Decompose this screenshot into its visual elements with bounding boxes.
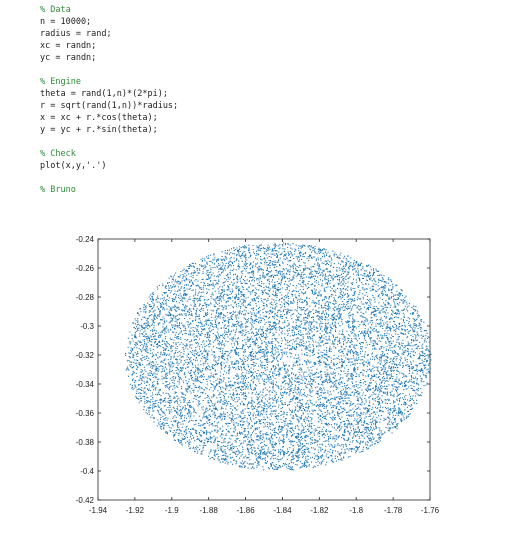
code-line: xc = randn; [40, 41, 97, 51]
code-comment-line: % Data [40, 5, 71, 15]
code-line: r = sqrt(rand(1,n))*radius; [40, 101, 179, 111]
y-tick-label: -0.3 [80, 322, 94, 331]
x-tick-label: -1.84 [273, 506, 292, 515]
y-tick-label: -0.4 [80, 467, 94, 476]
x-tick-label: -1.82 [310, 506, 329, 515]
code-line: radius = rand; [40, 29, 112, 39]
y-tick-label: -0.36 [76, 409, 95, 418]
code-line: plot(x,y,'.') [40, 161, 107, 171]
code-line: n = 10000; [40, 17, 92, 27]
code-comment-line: % Engine [40, 77, 81, 87]
y-tick-label: -0.34 [76, 380, 95, 389]
x-tick-label: -1.76 [421, 506, 440, 515]
scatter-point-cloud [125, 242, 432, 471]
x-tick-label: -1.8 [349, 506, 363, 515]
y-tick-label: -0.32 [76, 351, 95, 360]
x-tick-label: -1.92 [126, 506, 145, 515]
x-tick-label: -1.94 [89, 506, 108, 515]
code-line: y = yc + r.*sin(theta); [40, 125, 158, 135]
code-comment-line: % Check [40, 149, 76, 159]
y-tick-label: -0.42 [76, 496, 95, 505]
x-tick-label: -1.88 [200, 506, 219, 515]
x-tick-label: -1.86 [236, 506, 255, 515]
y-tick-label: -0.38 [76, 438, 95, 447]
y-tick-label: -0.24 [76, 235, 95, 244]
code-line: x = xc + r.*cos(theta); [40, 113, 158, 123]
axes-frame [97, 238, 431, 501]
y-tick-label: -0.28 [76, 293, 95, 302]
data-points [125, 242, 432, 471]
code-line: yc = randn; [40, 53, 97, 63]
axis-tick-labels: -1.94 -1.92 -1.9 -1.88 -1.86 -1.84 -1.82 -1.8 -1… [76, 235, 440, 515]
x-tick-label: -1.9 [165, 506, 179, 515]
code-editor: % Data n = 10000; radius = rand; xc = randn… [40, 4, 178, 196]
axis-ticks [97, 238, 431, 501]
code-line: theta = rand(1,n)*(2*pi); [40, 89, 168, 99]
x-tick-label: -1.78 [384, 506, 403, 515]
y-tick-label: -0.26 [76, 264, 95, 273]
code-comment-line: % Bruno [40, 185, 76, 195]
